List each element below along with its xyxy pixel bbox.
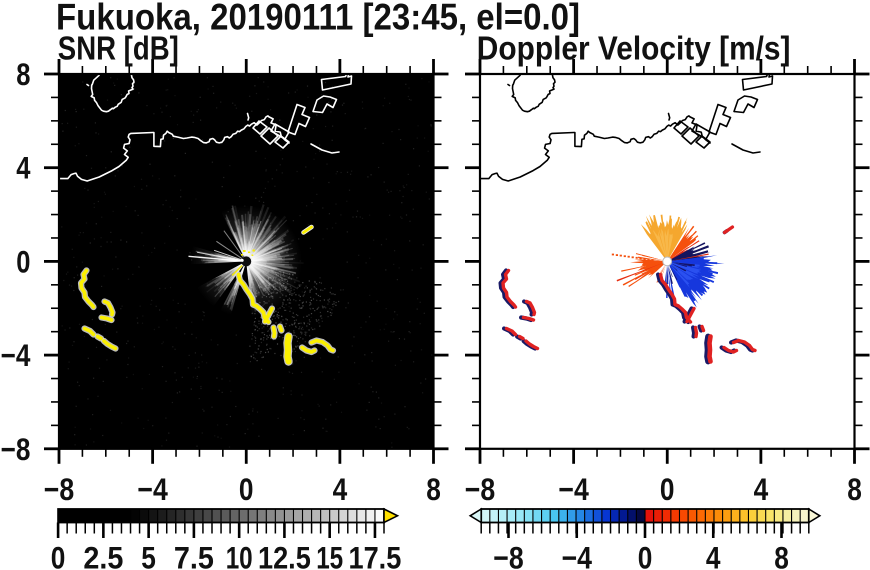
svg-text:−4: −4 — [558, 471, 589, 507]
svg-text:−4: −4 — [1, 337, 31, 373]
svg-text:10: 10 — [226, 540, 253, 570]
svg-text:5: 5 — [141, 540, 156, 570]
svg-text:17.5: 17.5 — [349, 540, 402, 570]
svg-text:0: 0 — [638, 540, 653, 570]
svg-text:4: 4 — [754, 471, 769, 507]
svg-text:8: 8 — [847, 471, 862, 507]
svg-text:0: 0 — [239, 471, 254, 507]
svg-text:−8: −8 — [465, 471, 495, 507]
svg-text:SNR [dB]: SNR [dB] — [58, 30, 179, 67]
svg-text:0: 0 — [51, 540, 66, 570]
svg-text:−4: −4 — [137, 471, 168, 507]
svg-text:−4: −4 — [562, 540, 593, 570]
svg-text:15: 15 — [316, 540, 343, 570]
svg-text:8: 8 — [16, 56, 30, 92]
svg-text:−8: −8 — [493, 540, 523, 570]
svg-text:Doppler Velocity [m/s]: Doppler Velocity [m/s] — [477, 30, 791, 67]
svg-text:−8: −8 — [44, 471, 74, 507]
svg-text:0: 0 — [16, 243, 30, 279]
svg-text:4: 4 — [16, 150, 31, 186]
svg-text:0: 0 — [660, 471, 675, 507]
svg-text:4: 4 — [333, 471, 348, 507]
svg-text:7.5: 7.5 — [174, 540, 214, 570]
svg-text:8: 8 — [774, 540, 789, 570]
svg-text:8: 8 — [426, 471, 441, 507]
svg-text:−8: −8 — [1, 431, 31, 467]
svg-text:12.5: 12.5 — [258, 540, 311, 570]
svg-text:4: 4 — [706, 540, 721, 570]
svg-text:Fukuoka, 20190111 [23:45, el=0: Fukuoka, 20190111 [23:45, el=0.0] — [56, 0, 580, 38]
svg-text:2.5: 2.5 — [83, 540, 123, 570]
